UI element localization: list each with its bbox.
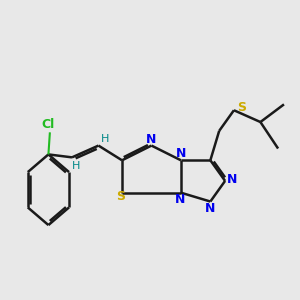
- Text: H: H: [72, 160, 81, 171]
- Text: S: S: [116, 190, 125, 203]
- Text: Cl: Cl: [42, 118, 55, 130]
- Text: N: N: [175, 193, 185, 206]
- Text: N: N: [176, 147, 187, 160]
- Text: H: H: [101, 134, 109, 144]
- Text: N: N: [146, 133, 156, 146]
- Text: S: S: [237, 101, 246, 114]
- Text: N: N: [205, 202, 215, 214]
- Text: N: N: [227, 173, 238, 186]
